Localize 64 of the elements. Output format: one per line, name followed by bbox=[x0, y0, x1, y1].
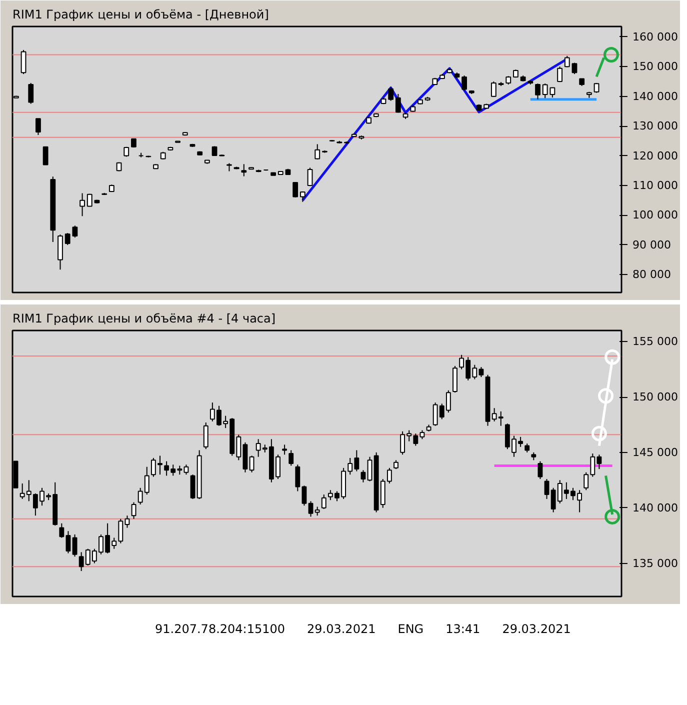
candlestick bbox=[66, 530, 71, 554]
candlestick bbox=[292, 182, 298, 198]
candlestick bbox=[462, 75, 467, 91]
candlestick bbox=[36, 118, 41, 136]
candlestick bbox=[388, 86, 394, 102]
y-tick-label: 100 000 bbox=[632, 208, 678, 222]
candlestick bbox=[544, 478, 550, 500]
candlestick bbox=[20, 49, 26, 75]
candlestick bbox=[490, 80, 496, 98]
candlestick bbox=[86, 193, 92, 208]
y-tick-label: 110 000 bbox=[632, 179, 678, 192]
candlestick bbox=[203, 422, 208, 450]
candlestick bbox=[452, 365, 458, 394]
y-tick-label: 130 000 bbox=[632, 120, 678, 133]
candlestick bbox=[302, 485, 307, 506]
candlestick bbox=[131, 502, 136, 520]
candlestick bbox=[124, 515, 130, 528]
candlestick bbox=[282, 444, 288, 456]
text: 91.207.78.204:15100 bbox=[155, 622, 286, 636]
y-tick-label: 120 000 bbox=[632, 149, 678, 162]
candlestick bbox=[58, 234, 63, 270]
text: ENG bbox=[398, 622, 424, 636]
candlestick bbox=[190, 474, 196, 500]
y-tick-label: 150 000 bbox=[632, 60, 678, 74]
candlestick bbox=[395, 93, 401, 114]
candlestick bbox=[288, 450, 294, 466]
candlestick bbox=[307, 167, 313, 187]
candlestick bbox=[42, 146, 48, 166]
candlestick bbox=[538, 460, 543, 480]
candlestick bbox=[241, 164, 247, 177]
y-tick-label: 90 000 bbox=[632, 238, 671, 252]
point bbox=[591, 426, 607, 442]
candlestick bbox=[314, 144, 320, 160]
candlestick bbox=[367, 456, 372, 482]
text: 13:41 bbox=[446, 622, 480, 636]
y-tick-label: 80 000 bbox=[632, 268, 671, 282]
point bbox=[604, 349, 620, 365]
candlestick bbox=[184, 464, 189, 476]
candlestick bbox=[249, 455, 254, 473]
candlestick bbox=[535, 83, 540, 100]
point bbox=[598, 388, 614, 404]
y-tick-label: 145 000 bbox=[632, 446, 678, 459]
y-tick-label: 140 000 bbox=[632, 90, 678, 103]
chart-title: RIM1 График цены и объёма #4 - [4 часа] bbox=[12, 312, 276, 326]
y-tick-label: 135 000 bbox=[632, 556, 678, 570]
candlestick bbox=[80, 192, 85, 217]
candlestick bbox=[59, 522, 64, 538]
text: 29.03.2021 bbox=[502, 622, 571, 636]
chart-title: RIM1 График цены и объёма - [Дневной] bbox=[12, 8, 269, 22]
candlestick bbox=[360, 470, 366, 483]
text: 29.03.2021 bbox=[307, 622, 376, 636]
y-tick-label: 160 000 bbox=[632, 30, 678, 44]
candlestick bbox=[584, 472, 589, 491]
candlestick bbox=[295, 464, 300, 492]
candlestick bbox=[72, 534, 78, 558]
candlestick bbox=[557, 66, 562, 83]
candlestick bbox=[118, 518, 124, 544]
candlestick bbox=[321, 494, 326, 510]
y-tick-label: 150 000 bbox=[632, 390, 678, 404]
y-tick-label: 155 000 bbox=[632, 335, 678, 348]
point bbox=[604, 508, 620, 524]
candlestick bbox=[28, 82, 34, 104]
candlestick bbox=[308, 500, 314, 518]
y-tick-label: 140 000 bbox=[632, 501, 678, 514]
